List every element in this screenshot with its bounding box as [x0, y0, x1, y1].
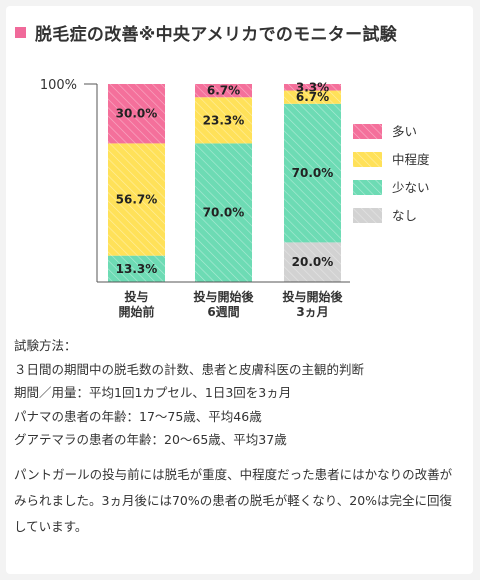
- x-tick-label: 投与開始後: [193, 289, 254, 304]
- x-tick-label: 投与開始後: [282, 289, 343, 304]
- legend-swatch: [353, 152, 382, 167]
- legend-swatch: [353, 180, 382, 195]
- x-tick-label: 3ヵ月: [296, 305, 328, 319]
- bar-segment: [284, 84, 341, 91]
- result-description: パントガールの投与前には脱毛が重度、中程度だった患者にはかなりの改善がみられまし…: [14, 467, 453, 534]
- data-label: 20.0%: [292, 255, 334, 269]
- data-label: 70.0%: [292, 166, 334, 180]
- x-tick-label: 開始前: [118, 304, 154, 319]
- data-label: 6.7%: [207, 84, 240, 98]
- data-label: 3.3%: [296, 80, 329, 94]
- method-heading: 試験方法：: [14, 338, 77, 353]
- chart-title: 脱毛症の改善※中央アメリカでのモニター試験: [35, 24, 397, 45]
- method-line-4: グアテマラの患者の年齢：20～65歳、平均37歳: [14, 432, 287, 447]
- bar-segment: [195, 143, 252, 282]
- data-label: 23.3%: [203, 113, 245, 127]
- bar-segment: [108, 255, 165, 282]
- data-label: 30.0%: [116, 107, 158, 121]
- data-label: 70.0%: [203, 206, 245, 220]
- legend-swatch: [353, 208, 382, 223]
- legend-swatch: [353, 124, 382, 139]
- legend-label: 少ない: [392, 180, 430, 195]
- chart-heading: 脱毛症の改善※中央アメリカでのモニター試験: [15, 20, 397, 45]
- bar-segment: [195, 97, 252, 144]
- x-tick-label: 投与: [124, 289, 148, 304]
- test-method: 試験方法： ３日間の期間中の脱毛数の計数、患者と皮膚科医の主観的判断 期間／用量…: [14, 334, 454, 452]
- legend-label: なし: [392, 208, 417, 223]
- bar-segment: [108, 84, 165, 144]
- bar-segment: [108, 143, 165, 256]
- bar-segment: [284, 242, 341, 282]
- y-tick-label: 100%: [40, 78, 77, 93]
- data-label: 56.7%: [116, 193, 158, 207]
- heading-marker-icon: [15, 26, 26, 38]
- legend-label: 多い: [392, 124, 417, 139]
- method-line-3: パナマの患者の年齢：17～75歳、平均46歳: [14, 408, 262, 424]
- legend-label: 中程度: [392, 152, 430, 167]
- data-label: 13.3%: [116, 262, 158, 276]
- method-line-2: 期間／用量：平均1回1カプセル、1日3回を3ヵ月: [14, 385, 292, 400]
- bar-segment: [284, 103, 341, 243]
- data-label: 6.7%: [296, 90, 329, 104]
- method-line-1: ３日間の期間中の脱毛数の計数、患者と皮膚科医の主観的判断: [14, 361, 365, 377]
- stacked-bar-chart: 13.3% 56.7% 30.0% 70.0% 23.3% 6.7% 20.0% 70.0% 6…: [40, 78, 430, 319]
- x-tick-label: 6週間: [207, 304, 239, 319]
- bar-segment: [195, 84, 252, 98]
- bar-segment: [284, 90, 341, 104]
